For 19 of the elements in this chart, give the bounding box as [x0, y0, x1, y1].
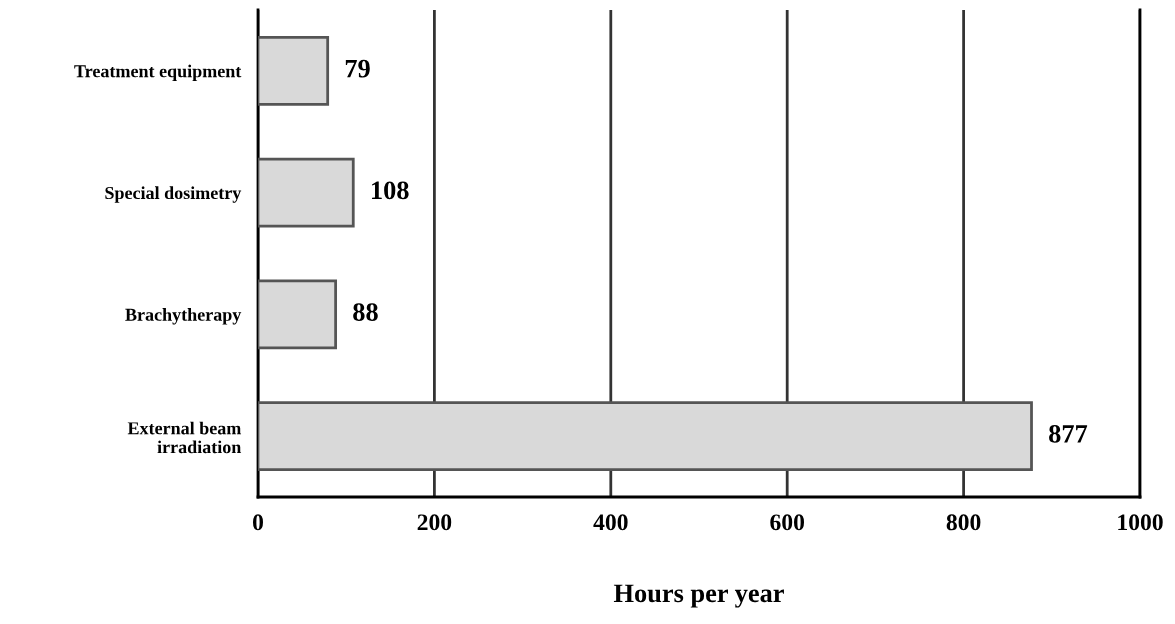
x-tick-label: 1000 — [1118, 514, 1163, 531]
data-label: 79 — [345, 59, 370, 78]
x-tick-label: 200 — [417, 514, 452, 531]
x-axis-title: Hours per year — [613, 584, 784, 608]
x-tick-label: 800 — [946, 514, 981, 531]
bar — [258, 279, 338, 350]
data-label: 88 — [353, 303, 378, 321]
y-tick-label: Special dosimetry — [105, 186, 242, 203]
y-tick-label: Brachytherapy — [125, 308, 242, 325]
y-tick-label: External beam irradiation — [127, 421, 242, 454]
bar — [258, 36, 330, 106]
y-tick-label: Treatment equipment — [74, 64, 242, 81]
data-label: 877 — [1049, 424, 1088, 443]
x-tick-label: 600 — [770, 514, 805, 531]
x-tick-label: 0 — [253, 514, 263, 531]
x-tick-label: 400 — [593, 514, 628, 531]
data-label: 108 — [372, 181, 409, 200]
bar — [258, 157, 355, 228]
bar — [258, 401, 1033, 471]
